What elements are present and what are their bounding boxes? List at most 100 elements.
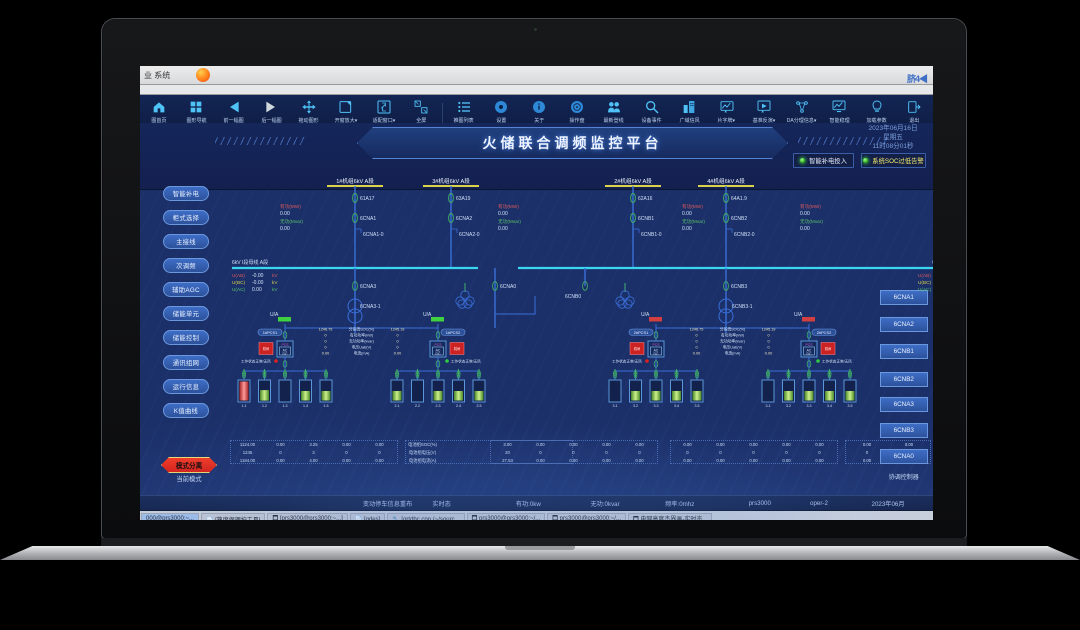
svg-text:U(AB): U(AB) (232, 273, 245, 278)
svg-text:0: 0 (324, 346, 326, 350)
svg-text:工作状态正常/无风: 工作状态正常/无风 (612, 359, 642, 364)
svg-text:PCS: PCS (435, 343, 443, 347)
svg-text:分系统SOC(%): 分系统SOC(%) (349, 327, 375, 332)
svg-text:0.00: 0.00 (682, 211, 692, 217)
svg-text:0: 0 (767, 346, 769, 350)
svg-text:跳闸: 跳闸 (825, 346, 832, 351)
svg-text:3.1: 3.1 (766, 404, 771, 408)
svg-text:有功功率(kW): 有功功率(kW) (350, 333, 374, 338)
svg-text:6CNA1-0: 6CNA1-0 (363, 232, 384, 238)
svg-text:64A1.9: 64A1.9 (731, 196, 747, 202)
svg-text:0: 0 (695, 334, 697, 338)
svg-text:无功(Mvar): 无功(Mvar) (280, 218, 303, 225)
svg-text:无功(Mvar): 无功(Mvar) (800, 218, 823, 225)
svg-text:0.00: 0.00 (693, 352, 700, 356)
svg-text:电压Uab(V): 电压Uab(V) (352, 345, 372, 350)
svg-text:0.00: 0.00 (394, 352, 401, 356)
svg-text:电流(mA): 电流(mA) (725, 351, 742, 356)
svg-text:0: 0 (767, 340, 769, 344)
svg-text:分系统SOC(%): 分系统SOC(%) (720, 327, 746, 332)
svg-text:-0.00: -0.00 (252, 280, 264, 286)
svg-text:电流(mA): 电流(mA) (354, 351, 371, 356)
svg-text:跳闸: 跳闸 (454, 346, 461, 351)
svg-text:电压Uab(V): 电压Uab(V) (723, 345, 743, 350)
svg-text:DC: DC (283, 352, 288, 356)
svg-text:62A16: 62A16 (638, 196, 653, 202)
svg-text:U(BC): U(BC) (918, 280, 931, 285)
svg-text:工作状态正常/无风: 工作状态正常/无风 (822, 359, 852, 364)
svg-text:2.2: 2.2 (415, 404, 420, 408)
svg-text:2#PCS1: 2#PCS1 (634, 330, 649, 335)
svg-text:工作状态正常/无风: 工作状态正常/无风 (451, 359, 481, 364)
svg-text:DC: DC (654, 352, 659, 356)
svg-text:2#PCS2: 2#PCS2 (817, 330, 832, 335)
svg-text:工作状态正常/无风: 工作状态正常/无风 (241, 359, 271, 364)
svg-text:2.4: 2.4 (456, 404, 461, 408)
svg-text:DC: DC (807, 352, 812, 356)
svg-text:1246.75: 1246.75 (319, 328, 333, 332)
svg-text:有功(MW): 有功(MW) (280, 203, 301, 210)
svg-text:DC: DC (436, 352, 441, 356)
svg-text:6CNB1-0: 6CNB1-0 (641, 232, 662, 238)
svg-text:U(AC): U(AC) (918, 287, 931, 292)
svg-text:-0.00: -0.00 (252, 273, 264, 279)
svg-text:PCS: PCS (806, 343, 814, 347)
svg-text:PCS: PCS (653, 343, 661, 347)
svg-text:1.4: 1.4 (303, 404, 308, 408)
svg-text:3.1: 3.1 (613, 404, 618, 408)
svg-text:6kV II段母线: 6kV II段母线 (932, 259, 933, 266)
svg-text:跳闸: 跳闸 (263, 346, 270, 351)
svg-text:0: 0 (695, 346, 697, 350)
svg-text:1245.19: 1245.19 (391, 328, 405, 332)
svg-text:1#PCS2: 1#PCS2 (446, 330, 461, 335)
svg-text:2.1: 2.1 (395, 404, 400, 408)
svg-text:1.2: 1.2 (262, 404, 267, 408)
svg-text:0.00: 0.00 (498, 226, 508, 232)
svg-text:U/A: U/A (641, 312, 650, 318)
svg-text:0.00: 0.00 (252, 287, 262, 293)
svg-text:1#机组6kV A段: 1#机组6kV A段 (336, 178, 374, 185)
svg-text:2#机组6kV A段: 2#机组6kV A段 (614, 178, 652, 185)
svg-text:0.00: 0.00 (280, 211, 290, 217)
svg-text:6CNA2: 6CNA2 (456, 216, 472, 222)
svg-text:61A17: 61A17 (360, 196, 375, 202)
svg-text:6CNA1: 6CNA1 (360, 216, 376, 222)
svg-text:kV: kV (272, 273, 278, 278)
svg-text:跳闸: 跳闸 (634, 346, 641, 351)
svg-text:0: 0 (396, 346, 398, 350)
svg-text:无功功率(kvar): 无功功率(kvar) (720, 339, 746, 344)
svg-text:无功(Mvar): 无功(Mvar) (682, 218, 705, 225)
svg-text:0.00: 0.00 (498, 211, 508, 217)
svg-text:3.3: 3.3 (654, 404, 659, 408)
svg-text:3.5: 3.5 (848, 404, 853, 408)
svg-text:6CNB3-1: 6CNB3-1 (732, 304, 753, 310)
svg-text:0.00: 0.00 (682, 226, 692, 232)
svg-text:0.00: 0.00 (800, 211, 810, 217)
svg-text:有功(MW): 有功(MW) (498, 203, 519, 210)
svg-text:0.00: 0.00 (800, 226, 810, 232)
svg-text:1245.19: 1245.19 (762, 328, 776, 332)
svg-text:U/A: U/A (794, 312, 803, 318)
svg-text:6CNB2-0: 6CNB2-0 (734, 232, 755, 238)
svg-text:kV: kV (272, 287, 278, 292)
svg-text:3.3: 3.3 (807, 404, 812, 408)
svg-text:4#机组6kV A段: 4#机组6kV A段 (707, 178, 745, 185)
svg-text:有功(MW): 有功(MW) (800, 203, 821, 210)
svg-text:0: 0 (396, 334, 398, 338)
svg-text:0: 0 (324, 334, 326, 338)
svg-text:有功(MW): 有功(MW) (682, 203, 703, 210)
svg-text:6kV I段母线 A段: 6kV I段母线 A段 (232, 259, 268, 266)
svg-text:有功功率(kW): 有功功率(kW) (721, 333, 745, 338)
svg-text:3.4: 3.4 (674, 404, 679, 408)
svg-text:6CNB3: 6CNB3 (731, 284, 747, 290)
svg-text:6CNA0: 6CNA0 (500, 284, 516, 290)
svg-text:6CNB2: 6CNB2 (731, 216, 747, 222)
svg-text:3.2: 3.2 (786, 404, 791, 408)
svg-text:3.2: 3.2 (633, 404, 638, 408)
svg-text:3#机组6kV A段: 3#机组6kV A段 (432, 178, 470, 185)
svg-text:2.5: 2.5 (477, 404, 482, 408)
svg-text:2.3: 2.3 (436, 404, 441, 408)
svg-text:U(AB): U(AB) (918, 273, 931, 278)
svg-text:0: 0 (695, 340, 697, 344)
svg-text:U/A: U/A (270, 312, 279, 318)
